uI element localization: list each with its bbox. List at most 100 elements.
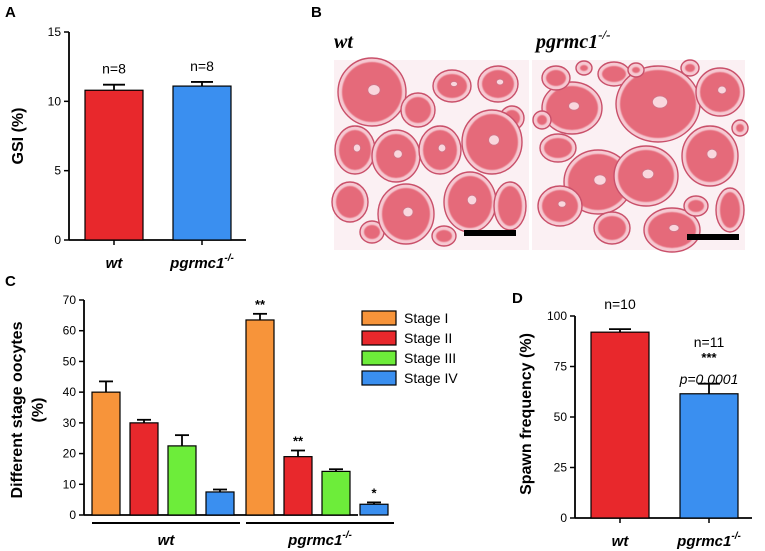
panel-letter-b: B xyxy=(311,4,322,21)
panel-c-bar xyxy=(283,456,313,516)
wt-oocyte-yolk xyxy=(364,225,380,239)
scale-bar-wt xyxy=(464,230,516,236)
histology-wt-label: wt xyxy=(334,31,354,53)
wt-oocyte-yolk xyxy=(405,97,431,123)
panel-c-legend-swatch xyxy=(361,350,397,366)
histology-wt-sections xyxy=(331,57,527,247)
ko-oocyte-yolk xyxy=(736,124,744,132)
ko-oocyte-yolk xyxy=(580,65,588,71)
panel-a-chart: 0 5 10 15 GSI (%) n=8 wt n=8 pgrmc1-/- xyxy=(10,25,246,272)
panel-d-y-tick-label: 100 xyxy=(547,309,567,323)
ko-oocyte-yolk xyxy=(685,64,695,72)
panel-d-p-value: p=0.0001 xyxy=(679,371,739,387)
panel-d-chart: 0 25 50 75 100 Spawn frequency (%) wt pgrmc1-/-… xyxy=(518,296,752,550)
panel-c-bar xyxy=(205,491,235,516)
wt-oocyte-nucleus xyxy=(367,84,381,96)
panel-d-bar xyxy=(590,331,650,519)
panel-a-n-label: n=8 xyxy=(190,58,214,74)
panel-a-category-label: wt xyxy=(106,255,124,272)
panel-a-n-label: n=8 xyxy=(102,61,126,77)
panel-c-y-tick-label: 60 xyxy=(63,324,77,338)
panel-c-legend-swatch xyxy=(361,370,397,386)
panel-d-y-tick-label: 50 xyxy=(554,410,568,424)
panel-d-bar xyxy=(679,393,739,519)
panel-c-y-tick-label: 40 xyxy=(63,385,77,399)
scale-bar-ko xyxy=(687,234,739,240)
wt-oocyte-yolk xyxy=(336,186,364,218)
ko-oocyte-yolk xyxy=(720,192,740,228)
panel-c-y-axis-label: Different stage oocytes xyxy=(9,321,26,498)
panel-c-legend-label: Stage I xyxy=(404,310,448,326)
panel-a-y-axis-label: GSI (%) xyxy=(10,108,27,165)
panel-c-y-tick-label: 50 xyxy=(63,354,77,368)
ko-oocyte-yolk xyxy=(632,67,640,73)
wt-oocyte-nucleus xyxy=(352,143,361,153)
ko-oocyte-nucleus xyxy=(652,95,668,109)
panel-c-y-tick-label: 10 xyxy=(63,477,77,491)
ko-oocyte-nucleus xyxy=(641,168,655,180)
panel-c-y-axis-label-line2: (%) xyxy=(30,398,47,423)
panel-c-significance: ** xyxy=(293,434,304,449)
panel-letter-d: D xyxy=(512,290,523,307)
wt-oocyte-nucleus xyxy=(495,78,504,86)
ko-oocyte-yolk xyxy=(537,115,547,125)
panel-c-significance: * xyxy=(371,485,377,500)
wt-oocyte-nucleus xyxy=(450,81,458,87)
panel-c-bar xyxy=(167,445,197,516)
panel-c-bar xyxy=(129,422,159,516)
panel-a-category-label: pgrmc1-/- xyxy=(169,253,234,272)
ko-oocyte-nucleus xyxy=(717,85,727,95)
ko-oocyte-yolk xyxy=(546,70,566,86)
ko-oocyte-yolk xyxy=(602,66,626,82)
panel-a-bar xyxy=(172,85,232,241)
panel-letter-a: A xyxy=(5,4,16,21)
panel-a-y-tick-label: 0 xyxy=(54,233,61,247)
ko-oocyte-yolk xyxy=(688,200,704,212)
panel-c-bar xyxy=(321,470,351,516)
panel-c-bar xyxy=(359,503,389,516)
panel-a-bar xyxy=(84,89,144,241)
panel-c-significance: ** xyxy=(255,297,266,312)
panel-d-y-tick-label: 0 xyxy=(560,511,567,525)
wt-oocyte-yolk xyxy=(436,230,452,242)
wt-oocyte-nucleus xyxy=(402,206,414,218)
ko-oocyte-nucleus xyxy=(668,224,680,232)
panel-c-y-tick-label: 30 xyxy=(63,416,77,430)
panel-a-y-tick-label: 10 xyxy=(48,94,62,108)
panel-c-y-tick-label: 20 xyxy=(63,447,77,461)
panel-c-bar xyxy=(91,391,121,516)
panel-c-chart: 0 10 20 30 40 50 60 70 Different stage oocytes (%… xyxy=(9,293,458,549)
panel-c-group-label: pgrmc1-/- xyxy=(287,530,352,549)
panel-c-legend-swatch xyxy=(361,310,397,326)
panel-c-legend-label: Stage II xyxy=(404,330,452,346)
panel-b-histology: wt pgrmc1-/- xyxy=(331,27,749,253)
wt-oocyte-nucleus xyxy=(466,194,478,206)
wt-oocyte-nucleus xyxy=(393,149,403,159)
panel-c-legend-label: Stage IV xyxy=(404,370,458,386)
histology-ko-label: pgrmc1-/- xyxy=(534,27,611,53)
ko-oocyte-nucleus xyxy=(568,101,580,111)
panel-a-y-tick-label: 5 xyxy=(54,164,61,178)
wt-oocyte-nucleus xyxy=(437,143,447,153)
panel-c-legend-swatch xyxy=(361,330,397,346)
panel-c-group-label: wt xyxy=(158,532,176,549)
panel-d-n-label: n=10 xyxy=(604,296,636,312)
ko-oocyte-nucleus xyxy=(593,174,607,186)
panel-letter-c: C xyxy=(5,273,16,290)
panel-d-significance: *** xyxy=(701,350,717,365)
ko-oocyte-yolk xyxy=(544,138,572,158)
ko-oocyte-yolk xyxy=(598,216,626,240)
ko-oocyte-nucleus xyxy=(557,200,567,208)
panel-d-y-axis-label: Spawn frequency (%) xyxy=(518,333,535,495)
wt-oocyte-nucleus xyxy=(488,134,500,146)
panel-c-bar xyxy=(245,319,275,516)
panel-d-n-label: n=11 xyxy=(694,334,725,350)
wt-oocyte-yolk xyxy=(498,186,522,226)
panel-d-y-tick-label: 75 xyxy=(554,360,568,374)
histology-ko-sections xyxy=(532,59,749,253)
panel-c-y-tick-label: 0 xyxy=(69,508,76,522)
ko-oocyte-nucleus xyxy=(706,148,718,160)
panel-d-y-tick-label: 25 xyxy=(554,461,568,475)
panel-d-category-label: wt xyxy=(612,533,630,550)
